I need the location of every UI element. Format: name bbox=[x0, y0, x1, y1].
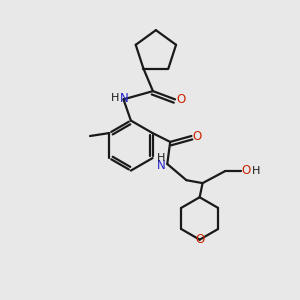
Text: H: H bbox=[157, 152, 165, 163]
Text: N: N bbox=[120, 92, 128, 105]
Text: H: H bbox=[111, 93, 120, 103]
Text: O: O bbox=[193, 130, 202, 142]
Text: O: O bbox=[195, 233, 204, 246]
Text: O: O bbox=[176, 93, 185, 106]
Text: O: O bbox=[241, 164, 250, 177]
Text: N: N bbox=[156, 159, 165, 172]
Text: H: H bbox=[252, 166, 260, 176]
